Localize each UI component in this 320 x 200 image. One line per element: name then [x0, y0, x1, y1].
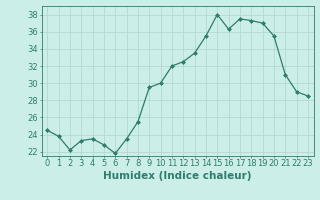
X-axis label: Humidex (Indice chaleur): Humidex (Indice chaleur) — [103, 171, 252, 181]
